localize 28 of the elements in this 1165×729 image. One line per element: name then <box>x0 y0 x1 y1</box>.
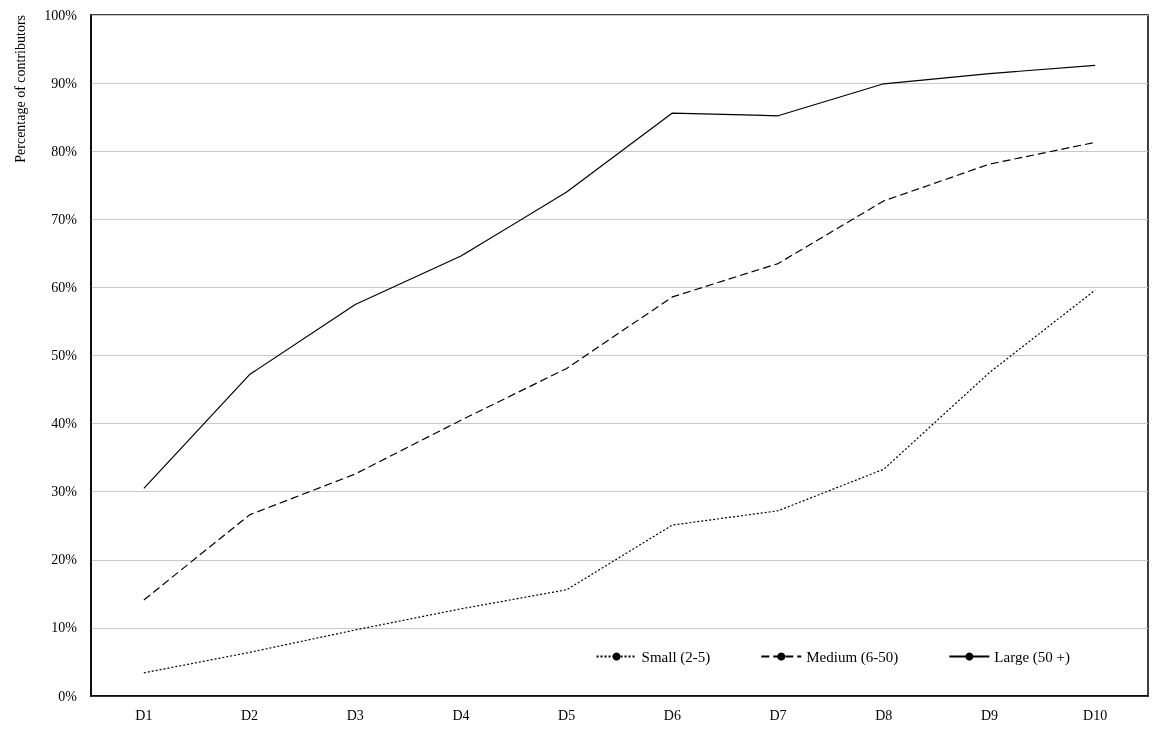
legend-label: Medium (6-50) <box>806 648 899 666</box>
y-tick-label: 100% <box>44 7 78 23</box>
y-tick-label: 70% <box>51 211 78 227</box>
y-tick-label: 10% <box>51 620 78 636</box>
legend-label: Small (2-5) <box>641 648 711 666</box>
y-tick-label: 30% <box>51 484 78 500</box>
y-axis-title: Percentage of contributors <box>12 15 28 163</box>
x-tick-label: D5 <box>558 707 576 723</box>
y-tick-label: 50% <box>51 348 78 363</box>
x-tick-label: D8 <box>875 707 893 723</box>
x-tick-label: D1 <box>135 707 153 723</box>
y-tick-label: 90% <box>51 75 78 91</box>
x-tick-label: D9 <box>980 707 999 723</box>
legend-label: Large (50 +) <box>994 648 1070 666</box>
x-tick-label: D6 <box>663 707 681 723</box>
x-tick-label: D4 <box>452 707 470 723</box>
x-tick-label: D3 <box>346 707 364 723</box>
y-tick-label: 40% <box>51 416 78 432</box>
x-tick-label: D10 <box>1083 707 1108 723</box>
y-tick-label: 0% <box>58 688 78 704</box>
line-series <box>143 141 1096 601</box>
line-series <box>143 289 1096 674</box>
x-tick-label: D7 <box>769 707 787 723</box>
y-tick-label: 20% <box>51 552 78 568</box>
line-series <box>143 64 1096 489</box>
x-tick-label: D2 <box>240 707 259 723</box>
y-tick-label: 60% <box>51 279 78 295</box>
y-tick-label: 80% <box>51 143 78 159</box>
